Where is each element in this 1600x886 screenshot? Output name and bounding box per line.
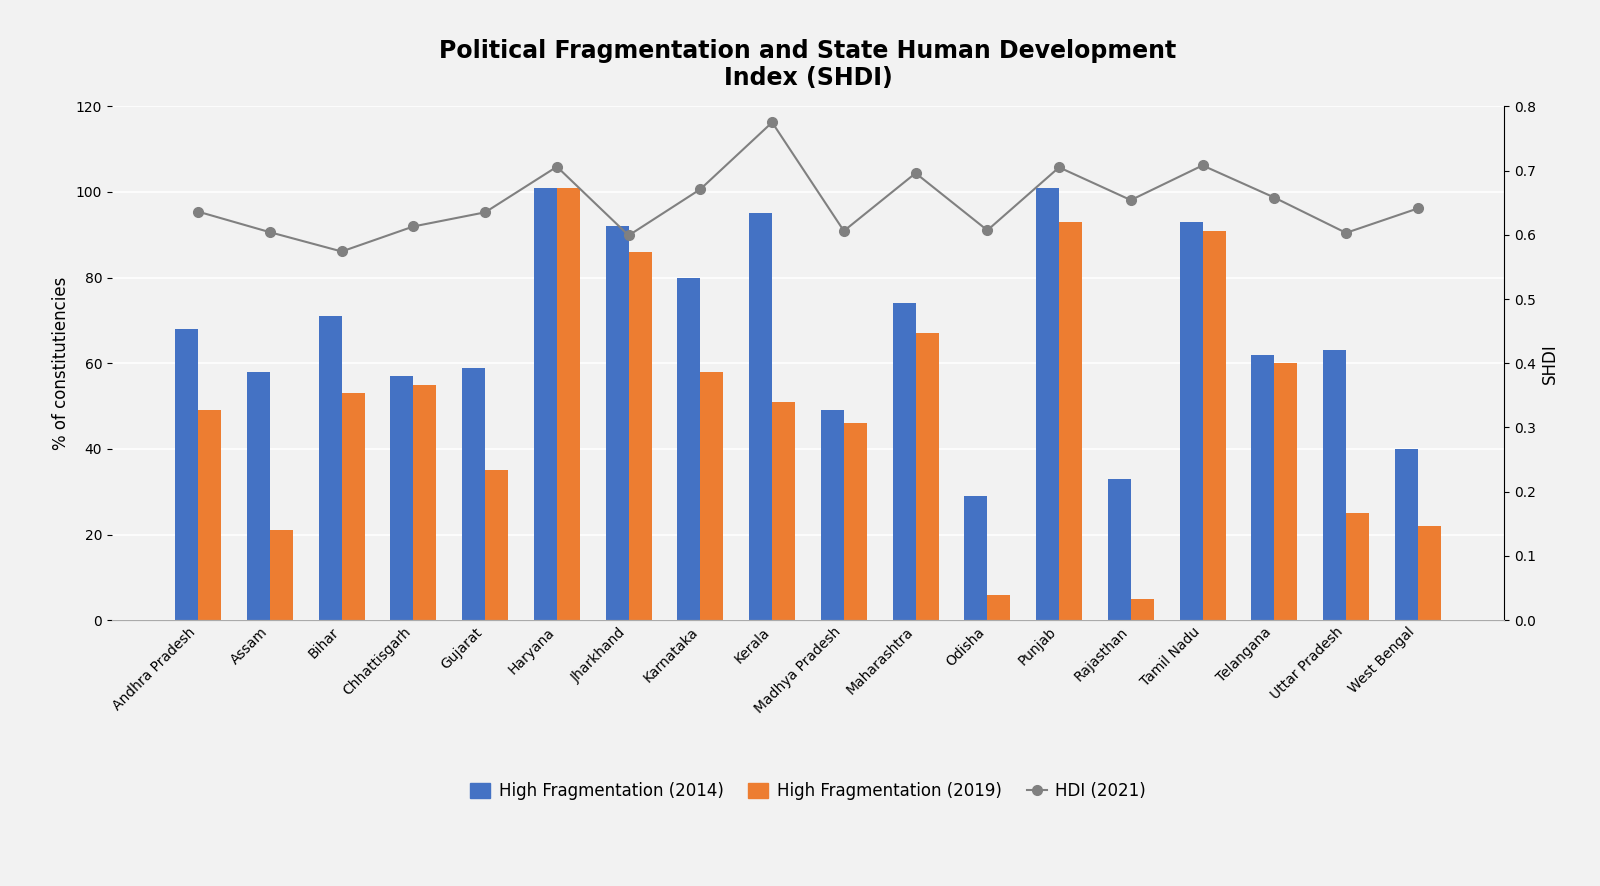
Bar	[843, 424, 867, 620]
Bar	[557, 188, 579, 620]
Legend: High Fragmentation (2014), High Fragmentation (2019), HDI (2021): High Fragmentation (2014), High Fragment…	[464, 776, 1152, 807]
Bar	[318, 316, 342, 620]
Bar	[176, 329, 198, 620]
Bar	[462, 368, 485, 620]
Bar	[1274, 363, 1298, 620]
Bar	[1251, 354, 1274, 620]
Bar	[534, 188, 557, 620]
Bar	[629, 252, 651, 620]
Bar	[390, 377, 413, 620]
Bar	[1131, 599, 1154, 620]
Bar	[821, 410, 843, 620]
Bar	[893, 303, 915, 620]
Bar	[1179, 222, 1203, 620]
Bar	[1323, 351, 1346, 620]
Bar	[1203, 230, 1226, 620]
Y-axis label: SHDI: SHDI	[1541, 343, 1560, 384]
Bar	[485, 470, 509, 620]
Bar	[270, 530, 293, 620]
Bar	[1346, 513, 1370, 620]
Bar	[773, 402, 795, 620]
Bar	[342, 393, 365, 620]
Bar	[1059, 222, 1082, 620]
Bar	[1107, 479, 1131, 620]
Bar	[198, 410, 221, 620]
Bar	[749, 214, 773, 620]
Bar	[965, 496, 987, 620]
Bar	[677, 277, 701, 620]
Bar	[413, 385, 437, 620]
Bar	[987, 595, 1010, 620]
Bar	[1418, 526, 1440, 620]
Bar	[1395, 449, 1418, 620]
Y-axis label: % of constitutiencies: % of constitutiencies	[53, 276, 70, 450]
Bar	[246, 372, 270, 620]
Bar	[1037, 188, 1059, 620]
Bar	[915, 333, 939, 620]
Bar	[701, 372, 723, 620]
Bar	[606, 226, 629, 620]
Title: Political Fragmentation and State Human Development
Index (SHDI): Political Fragmentation and State Human …	[440, 39, 1176, 90]
